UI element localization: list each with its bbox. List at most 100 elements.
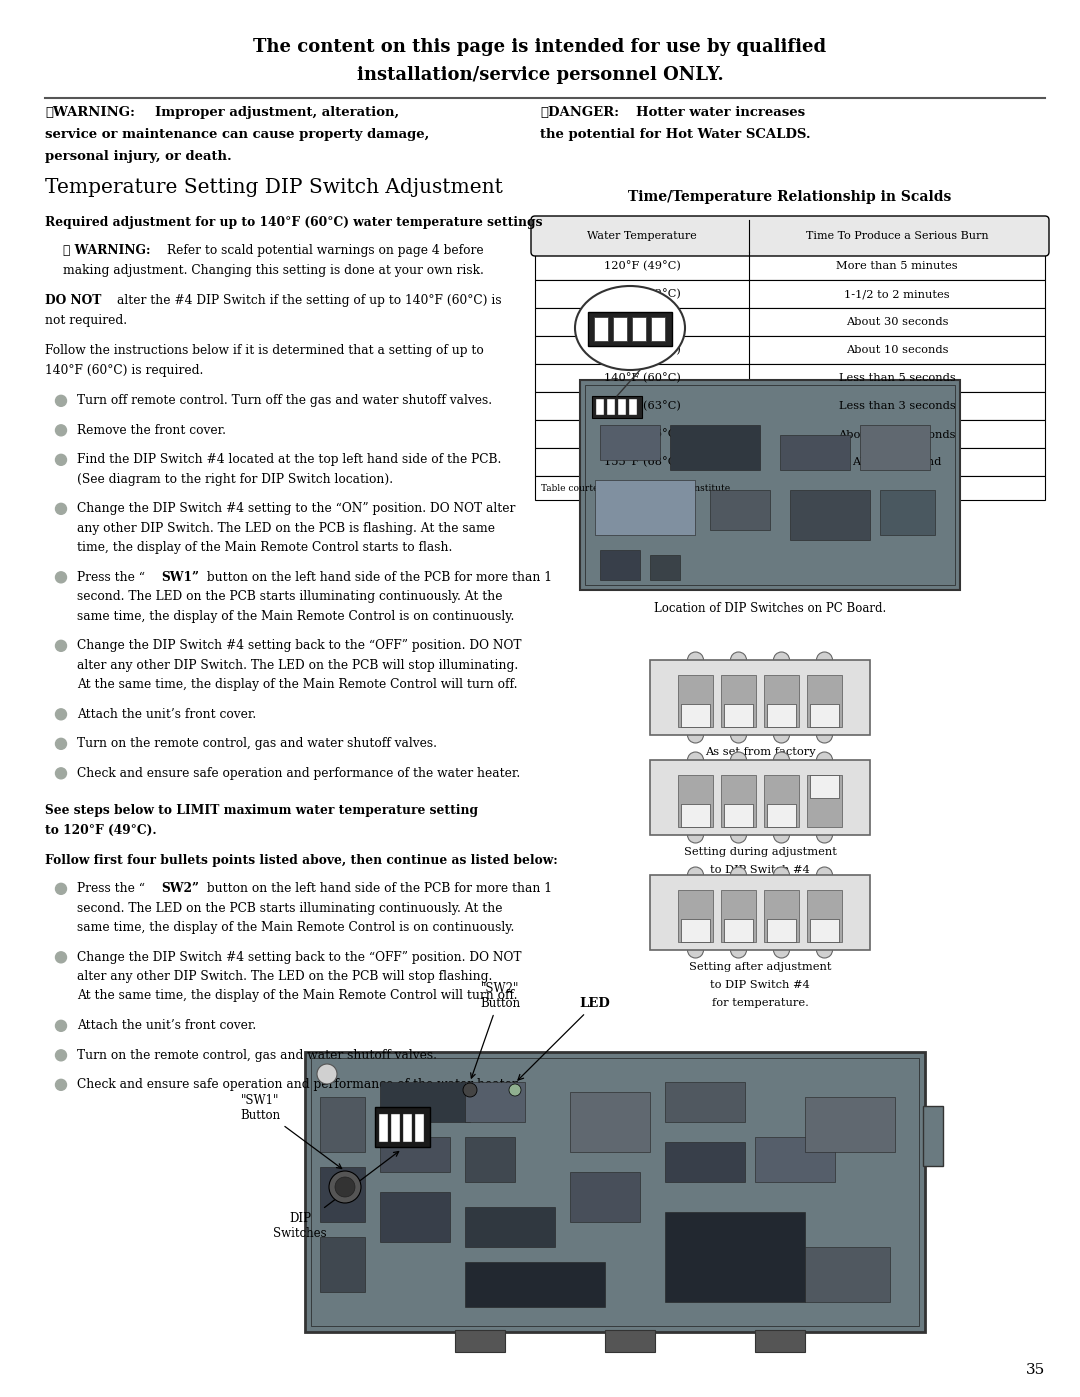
Text: 145°F (63°C): 145°F (63°C) bbox=[604, 401, 680, 411]
Circle shape bbox=[688, 942, 703, 958]
Text: any other DIP Switch. The LED on the PCB is flashing. At the same: any other DIP Switch. The LED on the PCB… bbox=[77, 521, 495, 535]
Text: About 10 seconds: About 10 seconds bbox=[846, 345, 948, 355]
Text: 4: 4 bbox=[822, 731, 826, 738]
Circle shape bbox=[55, 883, 67, 894]
Bar bbox=[721, 675, 756, 726]
Text: ⚠DANGER:: ⚠DANGER: bbox=[540, 106, 619, 119]
Bar bbox=[465, 1083, 525, 1122]
Circle shape bbox=[55, 640, 67, 651]
Bar bbox=[607, 400, 615, 415]
Text: 1: 1 bbox=[693, 831, 698, 837]
Bar bbox=[455, 1330, 505, 1352]
Bar bbox=[724, 704, 753, 726]
Text: SW2”: SW2” bbox=[161, 882, 199, 895]
Text: SW1”: SW1” bbox=[161, 570, 199, 584]
Text: Water Temperature: Water Temperature bbox=[588, 231, 697, 242]
Bar bbox=[764, 675, 799, 726]
Text: Find the DIP Switch #4 located at the top left hand side of the PCB.: Find the DIP Switch #4 located at the to… bbox=[77, 453, 501, 467]
Bar bbox=[570, 1172, 640, 1222]
Bar bbox=[789, 490, 870, 541]
Text: Table courtesy of Shriners Burn Institute: Table courtesy of Shriners Burn Institut… bbox=[541, 483, 730, 493]
Text: Attach the unit’s front cover.: Attach the unit’s front cover. bbox=[77, 707, 256, 721]
Bar bbox=[650, 875, 870, 950]
Bar bbox=[465, 1207, 555, 1248]
Text: Time/Temperature Relationship in Scalds: Time/Temperature Relationship in Scalds bbox=[629, 190, 951, 204]
Text: Change the DIP Switch #4 setting back to the “OFF” position. DO NOT: Change the DIP Switch #4 setting back to… bbox=[77, 638, 522, 652]
Text: not required.: not required. bbox=[45, 314, 127, 327]
Text: button on the left hand side of the PCB for more than 1: button on the left hand side of the PCB … bbox=[203, 882, 552, 895]
Circle shape bbox=[463, 1083, 477, 1097]
Text: personal injury, or death.: personal injury, or death. bbox=[45, 149, 232, 163]
Text: 140°F (60°C) is required.: 140°F (60°C) is required. bbox=[45, 365, 203, 377]
Text: for temperature.: for temperature. bbox=[712, 883, 809, 893]
Text: 3: 3 bbox=[780, 946, 784, 951]
Text: to DIP Switch #4: to DIP Switch #4 bbox=[711, 981, 810, 990]
Circle shape bbox=[816, 942, 833, 958]
Circle shape bbox=[55, 708, 67, 719]
Bar bbox=[681, 704, 710, 726]
Bar bbox=[805, 1248, 890, 1302]
Circle shape bbox=[335, 1178, 355, 1197]
Bar bbox=[535, 393, 1045, 420]
Circle shape bbox=[509, 1084, 521, 1097]
Text: alter any other DIP Switch. The LED on the PCB will stop flashing.: alter any other DIP Switch. The LED on t… bbox=[77, 970, 492, 983]
Bar bbox=[535, 251, 1045, 279]
Circle shape bbox=[816, 726, 833, 743]
Text: "SW1"
Button: "SW1" Button bbox=[240, 1094, 341, 1168]
Bar bbox=[320, 1097, 365, 1153]
Text: Check and ensure safe operation and performance of the water heater.: Check and ensure safe operation and perf… bbox=[77, 767, 521, 780]
Text: 2: 2 bbox=[737, 831, 741, 837]
Text: Setting after adjustment: Setting after adjustment bbox=[689, 963, 832, 972]
Bar bbox=[650, 760, 870, 835]
Text: 3: 3 bbox=[780, 831, 784, 837]
Circle shape bbox=[688, 868, 703, 883]
Text: Refer to scald potential warnings on page 4 before: Refer to scald potential warnings on pag… bbox=[167, 244, 484, 257]
Circle shape bbox=[55, 1049, 67, 1060]
Text: ⚠ WARNING:: ⚠ WARNING: bbox=[63, 244, 150, 257]
Bar bbox=[724, 803, 753, 827]
Text: Location of DIP Switches on PC Board.: Location of DIP Switches on PC Board. bbox=[653, 602, 886, 615]
Bar bbox=[305, 1052, 924, 1331]
Bar bbox=[678, 775, 713, 827]
Bar bbox=[311, 1058, 919, 1326]
Bar bbox=[724, 919, 753, 942]
Bar bbox=[721, 775, 756, 827]
Text: LED: LED bbox=[518, 997, 610, 1080]
Text: 1: 1 bbox=[693, 731, 698, 738]
Bar bbox=[860, 425, 930, 469]
Bar bbox=[665, 1083, 745, 1122]
Circle shape bbox=[329, 1171, 361, 1203]
Bar bbox=[391, 1113, 400, 1141]
Bar bbox=[600, 425, 660, 460]
Text: to DIP Switch #4: to DIP Switch #4 bbox=[711, 865, 810, 875]
Bar bbox=[320, 1236, 365, 1292]
Circle shape bbox=[55, 395, 67, 407]
Text: Check and ensure safe operation and performance of the water heater.: Check and ensure safe operation and perf… bbox=[77, 1078, 521, 1091]
Bar bbox=[535, 307, 1045, 337]
Bar bbox=[535, 420, 1045, 448]
Bar bbox=[810, 919, 839, 942]
Circle shape bbox=[773, 827, 789, 842]
Text: same time, the display of the Main Remote Control is on continuously.: same time, the display of the Main Remot… bbox=[77, 921, 514, 935]
Text: Press the “: Press the “ bbox=[77, 882, 145, 895]
Text: As set from factory: As set from factory bbox=[704, 747, 815, 757]
Circle shape bbox=[730, 868, 746, 883]
Bar bbox=[678, 675, 713, 726]
Text: ⚠WARNING:: ⚠WARNING: bbox=[45, 106, 135, 119]
Text: 1-1/2 to 2 minutes: 1-1/2 to 2 minutes bbox=[845, 289, 950, 299]
Circle shape bbox=[55, 503, 67, 514]
Bar bbox=[810, 704, 839, 726]
Text: "SW2"
Button: "SW2" Button bbox=[471, 982, 521, 1078]
Bar bbox=[681, 803, 710, 827]
Text: 125°F (52°C): 125°F (52°C) bbox=[604, 289, 680, 299]
Circle shape bbox=[688, 827, 703, 842]
Circle shape bbox=[730, 726, 746, 743]
Circle shape bbox=[318, 1065, 337, 1084]
Text: Required adjustment for up to 140°F (60°C) water temperature settings: Required adjustment for up to 140°F (60°… bbox=[45, 217, 542, 229]
Text: Setting during adjustment: Setting during adjustment bbox=[684, 847, 836, 856]
Text: to 120°F (49°C).: to 120°F (49°C). bbox=[45, 824, 157, 837]
Bar bbox=[570, 1092, 650, 1153]
Text: 130°F (54°C): 130°F (54°C) bbox=[604, 317, 680, 327]
Text: 1: 1 bbox=[693, 946, 698, 951]
Bar bbox=[665, 1141, 745, 1182]
